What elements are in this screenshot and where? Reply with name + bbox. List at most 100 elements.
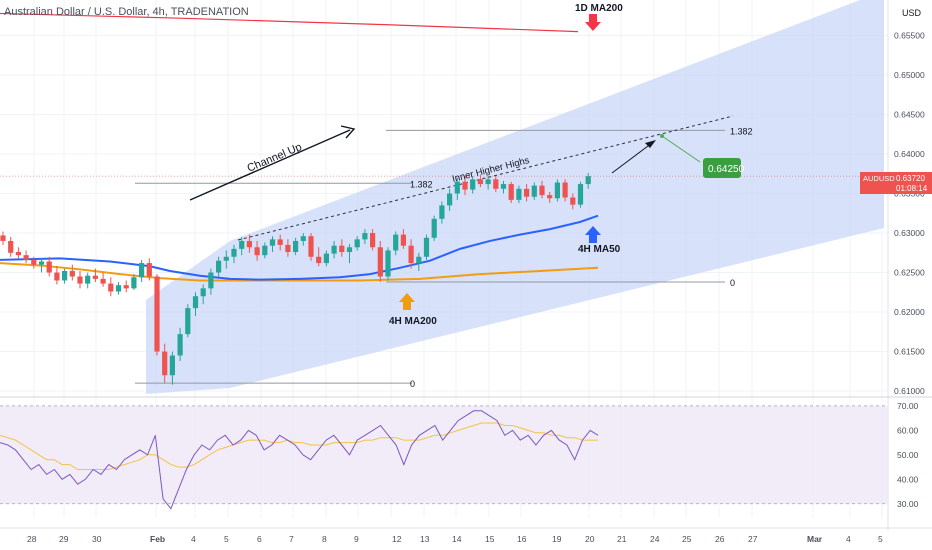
- ma200-4h-arrow: [399, 293, 415, 310]
- candle-body: [570, 197, 576, 205]
- candle-body: [131, 277, 137, 289]
- time-tick-label: 15: [485, 534, 495, 544]
- target-badge: [703, 158, 741, 178]
- currency-label: USD: [902, 8, 922, 18]
- ma50-4h-arrow: [585, 226, 601, 243]
- candle-body: [423, 237, 430, 257]
- candle-body: [200, 288, 206, 297]
- channel-up-band: [146, 0, 884, 394]
- candle-body: [162, 351, 168, 376]
- time-tick-label: 13: [420, 534, 430, 544]
- candle-body: [447, 193, 453, 206]
- candle-body: [177, 334, 183, 356]
- candle-body: [15, 252, 21, 256]
- candle-body: [554, 182, 560, 199]
- time-tick-label: 4: [191, 534, 196, 544]
- time-tick-label: 29: [59, 534, 69, 544]
- rsi-line: [0, 410, 599, 510]
- candle-body: [77, 276, 83, 284]
- candle-body: [185, 308, 191, 335]
- countdown-badge-label: 01:08:14: [896, 184, 928, 193]
- candle-body: [377, 247, 383, 277]
- candle-body: [300, 236, 306, 241]
- price-tick-label: 0.61000: [894, 386, 925, 396]
- candle-body: [370, 233, 376, 248]
- price-badge-label: 0.63720: [896, 174, 925, 183]
- target-connector: [661, 135, 701, 163]
- candle-body: [92, 275, 98, 279]
- time-tick-label: 20: [585, 534, 595, 544]
- candle-body: [123, 285, 129, 289]
- time-tick-label: 8: [322, 534, 327, 544]
- price-tick-label: 0.61500: [894, 347, 925, 357]
- candle-body: [400, 234, 406, 246]
- candle-body: [231, 248, 237, 257]
- time-tick-label: Mar: [807, 534, 823, 544]
- candle-body: [470, 179, 476, 190]
- ma200-4h-label: 4H MA200: [389, 316, 437, 327]
- candle-body: [577, 184, 584, 205]
- chart-title: Australian Dollar / U.S. Dollar, 4h, TRA…: [4, 6, 249, 18]
- time-tick-label: 16: [517, 534, 527, 544]
- time-tick-label: 5: [224, 534, 229, 544]
- channel-up-arrow: [189, 129, 351, 201]
- ma200-4h-line: [0, 262, 599, 282]
- candle-body: [62, 270, 68, 281]
- candle-body: [85, 275, 91, 284]
- candle-body: [216, 260, 222, 273]
- price-tick-label: 0.62500: [894, 268, 925, 278]
- current-price-badge: [860, 172, 932, 194]
- time-tick-label: 4: [846, 534, 851, 544]
- candle-body: [285, 244, 291, 253]
- candle-body: [269, 239, 276, 246]
- candle-body: [69, 270, 75, 277]
- candle-body: [293, 240, 299, 253]
- candle-body: [8, 240, 14, 253]
- time-tick-label: 7: [289, 534, 294, 544]
- candle-body: [23, 255, 29, 260]
- candle-body: [346, 247, 353, 253]
- price-tick-label: 0.62000: [894, 307, 925, 317]
- price-tick-label: 0.65500: [894, 31, 925, 41]
- candle-body: [585, 176, 591, 185]
- rsi-tick-label: 50.00: [897, 450, 919, 460]
- candle-body: [362, 233, 368, 240]
- channel-up-arrowhead: [340, 125, 356, 139]
- ma200-1d-arrow: [585, 14, 601, 31]
- candle-body: [547, 195, 553, 199]
- channel-up-label: Channel Up: [245, 141, 303, 175]
- candle-body: [531, 185, 537, 197]
- candle-body: [562, 182, 568, 198]
- candle-body: [208, 272, 214, 289]
- time-tick-label: 19: [552, 534, 562, 544]
- candle-body: [246, 240, 252, 248]
- candle-body: [146, 263, 152, 277]
- price-tick-label: 0.65000: [894, 70, 925, 80]
- symbol-badge-label: AUDUSD: [863, 174, 895, 183]
- ma200-1d-label: 1D MA200: [575, 3, 623, 14]
- candle-body: [31, 259, 37, 265]
- fib-label: 1.382: [730, 126, 753, 136]
- candle-body: [46, 261, 52, 273]
- candle-body: [192, 296, 199, 309]
- projection-arrow: [611, 142, 653, 174]
- candle-body: [316, 256, 322, 264]
- time-tick-label: 21: [617, 534, 627, 544]
- target-point: [660, 134, 664, 138]
- price-tick-label: 0.64500: [894, 110, 925, 120]
- candle-body: [431, 218, 437, 238]
- candle-body: [262, 245, 268, 256]
- projection-arrowhead: [645, 140, 656, 148]
- fib-label: 1.382: [410, 179, 433, 189]
- time-tick-label: Feb: [150, 534, 165, 544]
- candle-body: [223, 256, 229, 261]
- candle-body: [539, 185, 545, 196]
- candle-body: [462, 181, 468, 190]
- time-tick-label: 6: [257, 534, 262, 544]
- time-tick-label: 27: [748, 534, 758, 544]
- candle-body: [139, 263, 145, 278]
- time-tick-label: 12: [392, 534, 402, 544]
- candle-body: [485, 179, 491, 185]
- time-tick-label: 9: [354, 534, 359, 544]
